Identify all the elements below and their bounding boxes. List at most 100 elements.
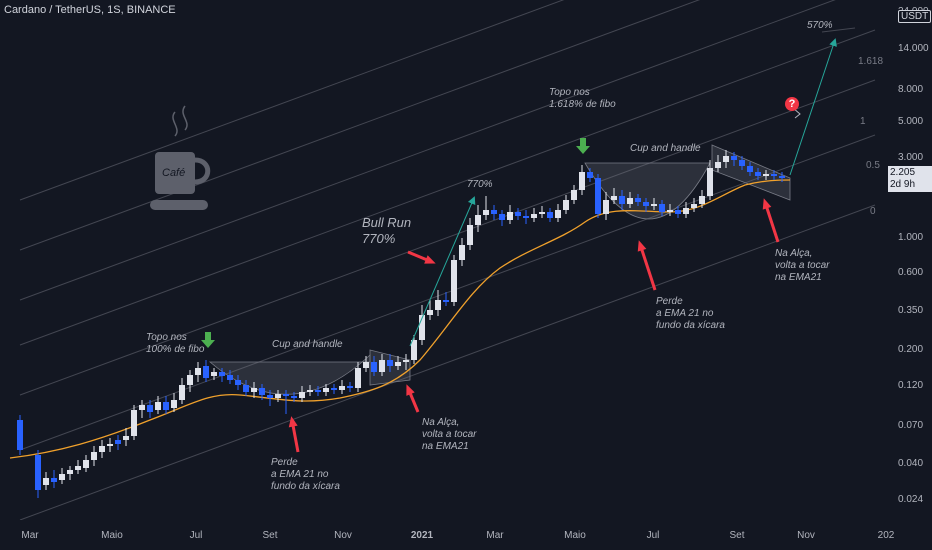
red-arrow-alca2-head [762, 198, 772, 210]
red-arrow-alca2 [763, 201, 780, 243]
candle-body [339, 386, 345, 390]
price-axis[interactable] [876, 0, 932, 520]
cup-1-shape [208, 354, 371, 395]
candle-body [603, 200, 609, 214]
x-tick-label: Maio [101, 530, 123, 541]
y-tick-label: 0.070 [898, 420, 924, 431]
candle-body [691, 204, 697, 208]
candle-body [539, 212, 545, 214]
candle-body [475, 215, 481, 225]
candle-body [211, 372, 217, 376]
candles [17, 150, 785, 498]
candle-body [723, 156, 729, 162]
candle-body [515, 212, 521, 216]
candle-body [67, 470, 73, 474]
candle-body [483, 210, 489, 215]
candle-body [635, 198, 641, 202]
candle-body [331, 388, 337, 390]
annotation-perde-2: Perde a EMA 21 no fundo da xícara [656, 296, 725, 331]
target-line [821, 27, 856, 33]
candle-body [91, 452, 97, 460]
annotation-570-pct: 570% [807, 20, 833, 31]
mug-body-icon [155, 152, 195, 194]
candle-body [763, 174, 769, 176]
candle-body [347, 386, 353, 388]
ema21-path [9, 179, 791, 459]
x-tick-label: 2021 [410, 530, 434, 541]
annotation-alca-2: Na Alça, volta a tocar na EMA21 [775, 248, 830, 283]
candle-body [131, 410, 137, 436]
candle-body [667, 210, 673, 212]
candle-body [579, 172, 585, 190]
candle-body [243, 385, 249, 392]
candle-body [147, 405, 153, 412]
x-tick-label: Jul [189, 530, 203, 541]
currency-badge[interactable]: USDT [898, 10, 932, 23]
fib-level-label: 0 [870, 206, 876, 217]
candle-body [443, 300, 449, 302]
y-tick-label: 1.000 [898, 232, 924, 243]
red-arrow-perde2-head [637, 240, 647, 252]
candle-body [707, 168, 713, 196]
saucer-icon [150, 200, 208, 210]
fib-channel-line [19, 0, 836, 301]
candle-body [747, 166, 753, 172]
candle-body [531, 214, 537, 218]
x-tick-label: Mar [486, 530, 504, 541]
candle-body [499, 214, 505, 220]
fib-channel-line [19, 29, 876, 346]
red-arrow-perde1-head [288, 416, 298, 428]
candle-body [43, 478, 49, 485]
candle-body [83, 460, 89, 468]
candle-body [203, 366, 209, 378]
fib-channel-line [19, 79, 876, 396]
candle-body [195, 368, 201, 375]
symbol-name: Cardano / TetherUS [4, 4, 102, 16]
candle-body [651, 204, 657, 206]
candle-body [427, 310, 433, 315]
fib-level-label: 1.618 [858, 56, 884, 67]
candle-body [315, 390, 321, 392]
candle-body [307, 390, 313, 392]
candle-body [17, 420, 23, 450]
teal-projection-570 [789, 38, 837, 176]
red-arrow-bullrun-head [424, 255, 436, 264]
annotation-alca-1: Na Alça, volta a tocar na EMA21 [422, 417, 477, 452]
candle-body [371, 362, 377, 372]
y-tick-label: 0.200 [898, 344, 924, 355]
green-arrow-topo2-head [576, 146, 590, 154]
time-axis[interactable] [0, 520, 932, 550]
candle-body [115, 440, 121, 444]
candle-body [467, 225, 473, 245]
candle-body [659, 204, 665, 212]
mug-handle-icon [194, 157, 211, 185]
x-tick-label: Maio [564, 530, 586, 541]
candle-body [403, 360, 409, 362]
fib-channel-line [19, 204, 876, 521]
candle-body [739, 160, 745, 166]
candle-body [411, 340, 417, 360]
candle-body [51, 478, 57, 482]
last-price: 2.205 [890, 167, 916, 178]
fib-channel-line [19, 134, 876, 451]
candle-body [99, 446, 105, 452]
chart-header: Cardano / TetherUS, 1S, BINANCE [4, 4, 176, 16]
x-tick-label: Nov [797, 530, 815, 541]
candle-body [683, 208, 689, 214]
y-tick-label: 3.000 [898, 152, 924, 163]
handle-2-shape [711, 144, 791, 201]
red-arrow-alca1-head [406, 384, 415, 396]
exchange: BINANCE [126, 4, 176, 16]
annotation-topo-1618: Topo nos 1.618% de fibo [549, 87, 616, 110]
candle-body [227, 375, 233, 380]
y-tick-label: 0.600 [898, 267, 924, 278]
annotation-perde-1: Perde a EMA 21 no fundo da xícara [271, 457, 340, 492]
candle-body [555, 210, 561, 218]
fib-channel-line [19, 0, 701, 251]
candle-body [731, 156, 737, 160]
candle-body [179, 385, 185, 400]
candle-body [675, 210, 681, 214]
candle-body [587, 172, 593, 178]
steam-icon [172, 105, 188, 137]
